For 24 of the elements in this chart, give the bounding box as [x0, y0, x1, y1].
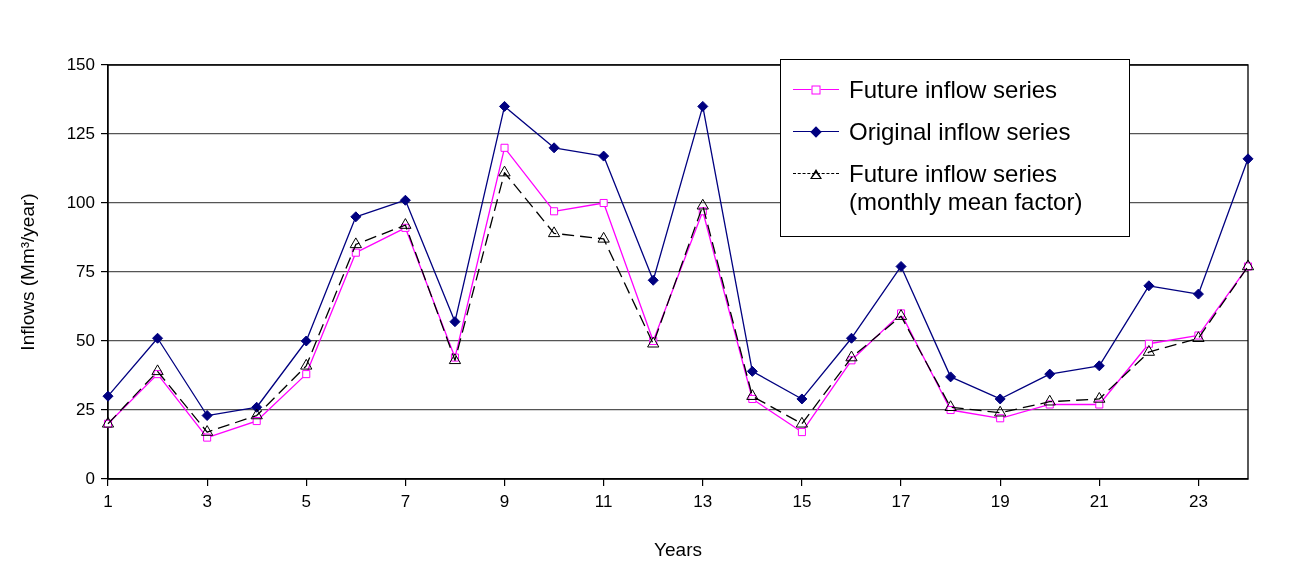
x-tick-label: 7: [400, 491, 411, 511]
y-tick-label: 0: [85, 468, 95, 488]
x-tick-label: 11: [594, 491, 613, 511]
y-tick-label: 25: [76, 399, 95, 419]
y-tick-label: 125: [66, 123, 95, 143]
legend-label: Future inflow series (monthly mean factor): [849, 160, 1084, 216]
x-tick-label: 19: [990, 491, 1010, 511]
x-tick-label: 5: [301, 491, 311, 511]
x-tick-label: 9: [499, 491, 510, 511]
x-tick-label: 23: [1188, 491, 1208, 511]
x-axis-title: Years: [654, 538, 702, 560]
legend-label: Future inflow series: [849, 76, 1058, 104]
x-tick-label: 17: [891, 491, 911, 511]
x-tick-label: 15: [792, 491, 812, 511]
legend-label: Original inflow series: [849, 118, 1071, 146]
x-tick-label: 3: [202, 491, 212, 511]
y-tick-label: 150: [66, 54, 95, 74]
y-tick-label: 75: [76, 261, 95, 281]
y-axis-title: Inflows (Mm³/year): [16, 193, 38, 351]
y-tick-label: 50: [76, 330, 95, 350]
x-tick-label: 13: [693, 491, 713, 511]
y-tick-label: 100: [66, 192, 95, 212]
x-tick-label: 21: [1089, 491, 1109, 511]
x-tick-label: 1: [103, 491, 113, 511]
